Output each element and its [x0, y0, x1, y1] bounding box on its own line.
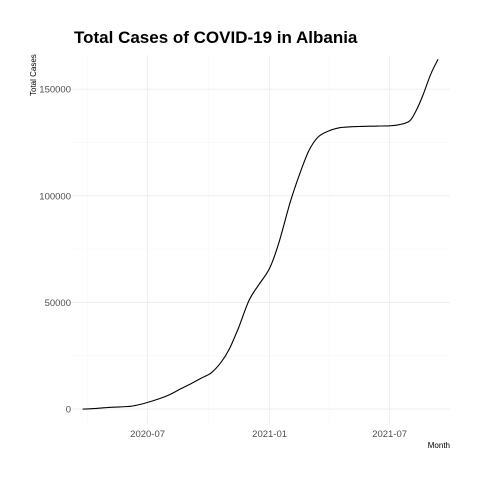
- x-tick-label: 2020-07: [130, 429, 165, 440]
- y-tick-label: 150000: [39, 85, 71, 96]
- total-cases-line: [82, 59, 439, 410]
- grid: [72, 55, 450, 424]
- x-tick-label: 2021-01: [252, 429, 287, 440]
- x-tick-labels: 2020-07 2021-01 2021-07: [130, 429, 407, 440]
- y-tick-labels: 0 50000 100000 150000: [39, 85, 71, 416]
- y-tick-label: 100000: [39, 191, 71, 202]
- y-tick-label: 50000: [45, 298, 71, 309]
- x-tick-label: 2021-07: [372, 429, 407, 440]
- x-axis-label: Month: [428, 441, 450, 450]
- y-axis-label: Total Cases: [29, 54, 38, 96]
- chart-title: Total Cases of COVID-19 in Albania: [74, 28, 358, 47]
- y-tick-label: 0: [66, 405, 71, 416]
